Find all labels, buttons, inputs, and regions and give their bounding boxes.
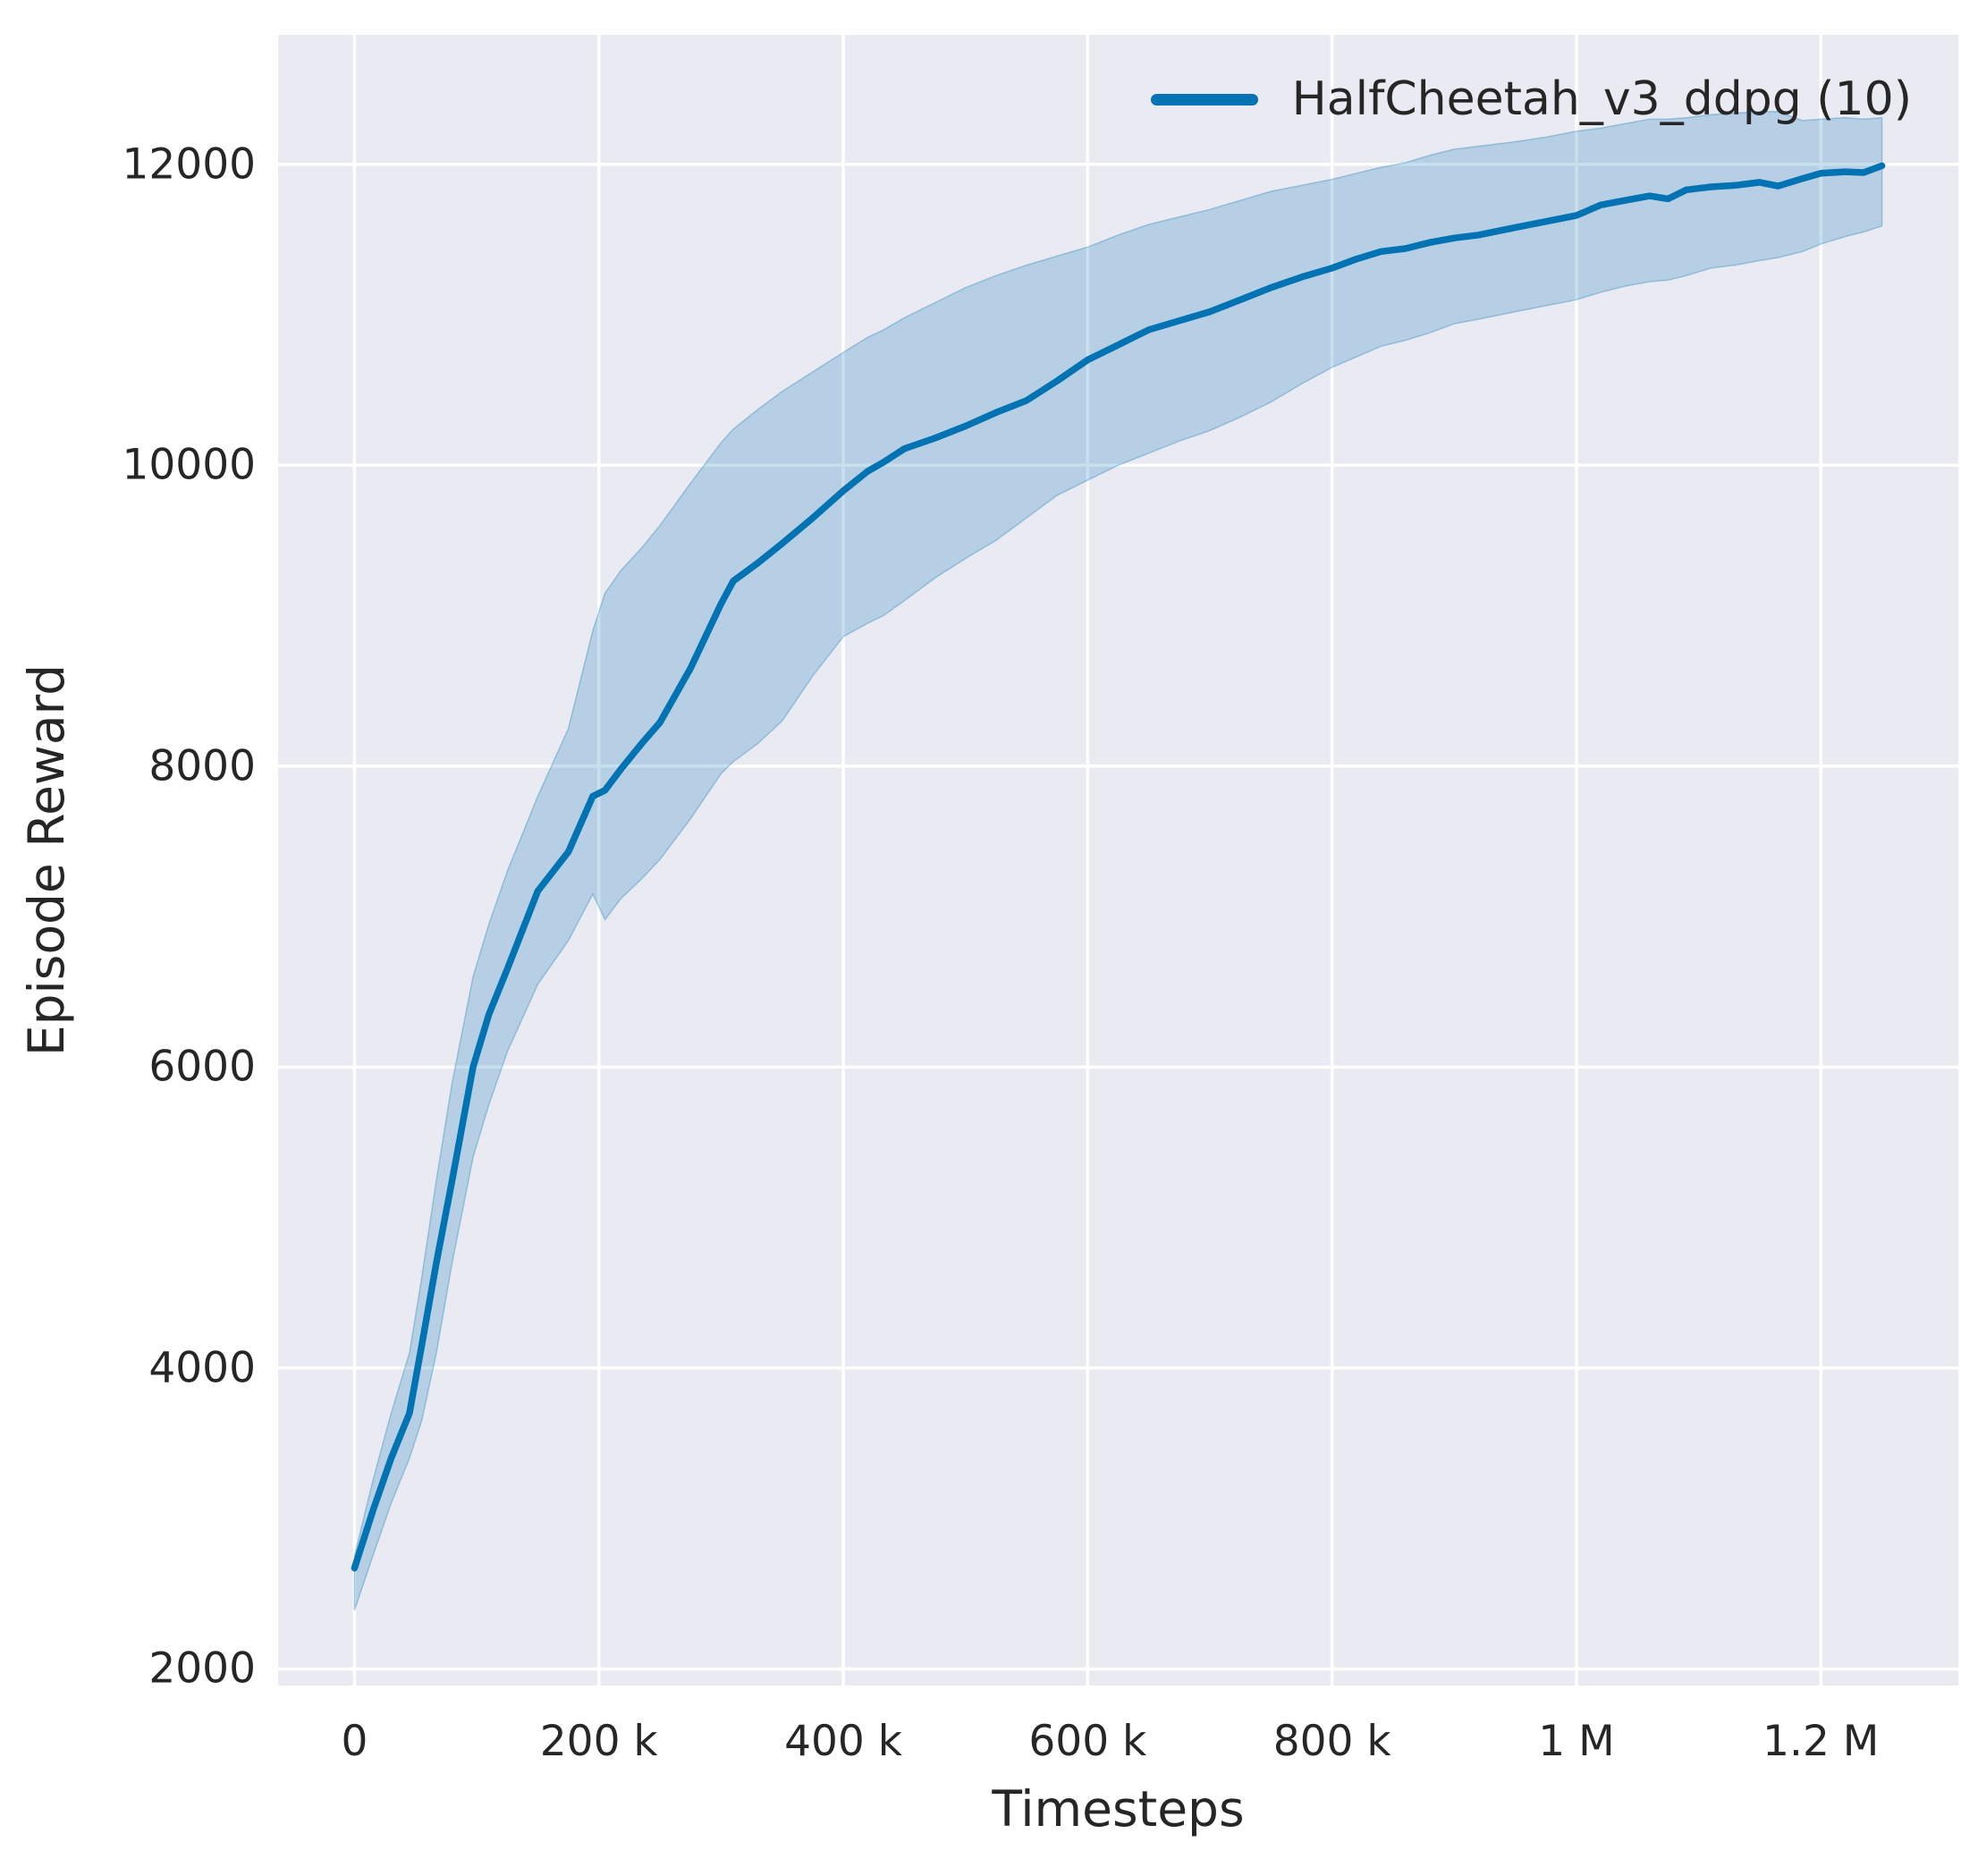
- y-tick-label: 8000: [148, 741, 256, 791]
- chart-canvas: [278, 35, 1958, 1686]
- mean-reward-line: [351, 162, 1886, 1572]
- y-tick-label: 10000: [122, 440, 256, 490]
- y-tick-label: 6000: [148, 1042, 256, 1092]
- y-axis-label: Episode Reward: [18, 663, 75, 1057]
- x-tick-label: 1.2 M: [1762, 1717, 1880, 1766]
- x-tick-label: 800 k: [1272, 1717, 1391, 1766]
- x-tick-label: 0: [341, 1717, 368, 1766]
- y-tick-label: 12000: [122, 139, 256, 190]
- y-tick-label: 4000: [148, 1343, 256, 1393]
- legend-line-swatch: [1150, 93, 1258, 106]
- x-tick-label: 400 k: [784, 1717, 902, 1766]
- x-tick-label: 600 k: [1028, 1717, 1147, 1766]
- confidence-band: [353, 111, 1883, 1611]
- x-axis-label: Timesteps: [992, 1780, 1245, 1838]
- x-tick-label: 200 k: [539, 1717, 658, 1766]
- legend: HalfCheetah_v3_ddpg (10): [1150, 72, 1912, 126]
- x-tick-label: 1 M: [1538, 1717, 1615, 1766]
- plot-area: HalfCheetah_v3_ddpg (10): [278, 35, 1958, 1686]
- y-tick-label: 2000: [148, 1644, 256, 1694]
- legend-label: HalfCheetah_v3_ddpg (10): [1291, 72, 1912, 126]
